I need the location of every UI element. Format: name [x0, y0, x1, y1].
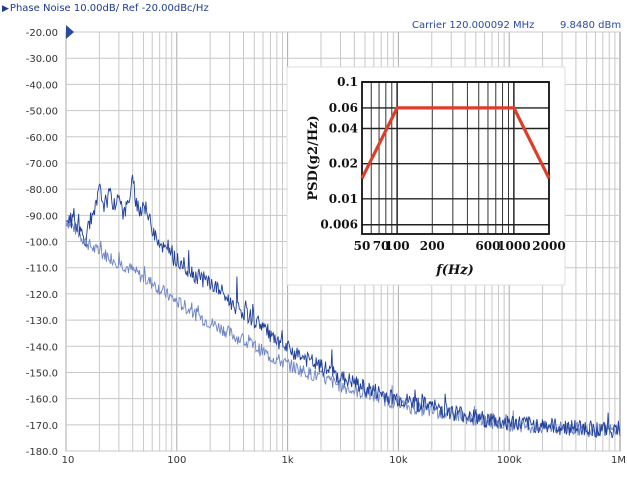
inset-x-tick-label: 2000 [532, 239, 565, 253]
y-tick-label: -20.00 [26, 28, 58, 39]
y-tick-label: -140.0 [26, 342, 58, 353]
chart-header: ▶Phase Noise 10.00dB/ Ref -20.00dBc/Hz [2, 3, 209, 14]
y-tick-label: -160.0 [26, 395, 58, 406]
inset-y-tick-label: 0.1 [337, 75, 358, 89]
main-y-ticks: -20.00 -30.00 -40.00 -50.00 -60.00 -70.00 -80.… [26, 28, 58, 458]
inset-y-tick-label: 0.06 [329, 101, 358, 115]
inset-y-axis-label: PSD(g2/Hz) [306, 115, 321, 200]
inset-x-tick-label: 100 [385, 239, 410, 253]
inset-x-tick-label: 50 [354, 239, 371, 253]
y-tick-label: -170.0 [26, 421, 58, 432]
y-tick-label: -30.00 [26, 54, 58, 65]
x-tick-label: 10 [62, 455, 75, 466]
carrier-frequency-label: Carrier 120.000092 MHz [412, 20, 535, 31]
inset-x-tick-label: 200 [420, 239, 445, 253]
reference-marker-icon [66, 25, 74, 39]
x-tick-label: 100k [497, 455, 522, 466]
inset-panel [286, 66, 566, 286]
y-tick-label: -50.00 [26, 107, 58, 118]
inset-x-tick-label: 70 [373, 239, 390, 253]
inset-x-tick-label: 1000 [497, 239, 530, 253]
main-x-ticks: 10 100 1k 10k 100k 1M [62, 455, 626, 466]
y-tick-label: -70.00 [26, 159, 58, 170]
y-tick-label: -110.0 [26, 264, 58, 275]
inset-x-tick-label: 600 [475, 239, 500, 253]
y-tick-label: -180.0 [26, 447, 58, 458]
x-tick-label: 1k [282, 455, 294, 466]
inset-x-axis-label: f(Hz) [435, 263, 474, 278]
inset-y-tick-label: 0.006 [320, 218, 358, 232]
inset-axes-frame [361, 81, 550, 235]
y-tick-label: -150.0 [26, 368, 58, 379]
x-tick-label: 10k [389, 455, 408, 466]
y-tick-label: -130.0 [26, 316, 58, 327]
y-tick-label: -90.00 [26, 211, 58, 222]
y-tick-label: -120.0 [26, 290, 58, 301]
inset-y-tick-label: 0.02 [329, 157, 358, 171]
y-tick-label: -80.00 [26, 185, 58, 196]
noise-trace-dark [65, 174, 621, 439]
x-tick-label: 1M [611, 455, 626, 466]
carrier-power-label: 9.8480 dBm [560, 20, 622, 31]
chart-title: Phase Noise 10.00dB/ Ref -20.00dBc/Hz [9, 3, 209, 14]
x-tick-label: 100 [167, 455, 186, 466]
main-series-group [65, 174, 621, 439]
inset-y-tick-label: 0.01 [329, 192, 358, 206]
inset-psd-line [360, 106, 551, 180]
y-tick-label: -100.0 [26, 238, 58, 249]
inset-y-tick-label: 0.04 [329, 121, 358, 135]
marker-triangle-icon: ▶ [2, 4, 9, 14]
reference-level-marker [66, 25, 74, 39]
y-tick-label: -60.00 [26, 133, 58, 144]
y-tick-label: -40.00 [26, 80, 58, 91]
